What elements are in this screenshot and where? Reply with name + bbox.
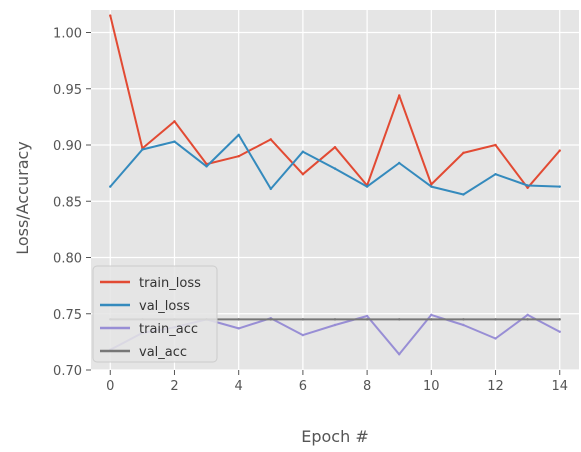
data-point-val-loss (173, 140, 176, 143)
legend-box (92, 265, 218, 363)
y-axis-label: Loss/Accuracy (13, 141, 32, 255)
x-axis-label: Epoch # (301, 427, 368, 446)
data-point-val-loss (430, 185, 433, 188)
data-point-train-acc (301, 333, 305, 337)
x-tick-label: 10 (423, 379, 440, 394)
y-tick-label: 0.90 (53, 139, 82, 154)
data-point-train-loss (526, 186, 529, 189)
data-point-train-loss (558, 149, 561, 152)
data-point-val-loss (365, 185, 369, 188)
data-point-train-acc (333, 323, 337, 327)
data-point-train-loss (269, 138, 272, 141)
data-point-val-acc (558, 318, 561, 321)
data-point-val-loss (333, 167, 337, 170)
data-point-train-loss (494, 143, 497, 147)
y-tick-label: 0.70 (53, 364, 82, 379)
data-point-val-acc (237, 318, 240, 321)
data-point-val-loss (109, 185, 112, 188)
data-point-train-loss (398, 94, 401, 97)
x-tick-label: 0 (106, 379, 114, 394)
data-point-val-acc (333, 318, 337, 321)
data-point-val-acc (462, 318, 465, 321)
data-point-train-loss (301, 173, 305, 176)
data-point-train-loss (333, 146, 337, 149)
data-point-val-loss (398, 161, 401, 165)
data-point-val-loss (269, 187, 272, 191)
data-point-val-acc (365, 318, 369, 321)
data-point-val-loss (237, 133, 240, 137)
grid-lines (91, 10, 579, 371)
data-point-val-acc (398, 318, 401, 321)
legend-label: train_acc (139, 322, 198, 337)
y-tick-label: 0.75 (53, 308, 82, 323)
data-point-val-acc (301, 318, 305, 321)
data-point-val-loss (301, 150, 305, 153)
legend: train_loss val_loss train_acc val_acc (92, 265, 218, 363)
data-point-train-loss (173, 120, 176, 123)
data-point-val-acc (494, 318, 497, 321)
data-point-val-loss (205, 165, 208, 168)
legend-label: train_loss (139, 276, 201, 291)
data-point-val-acc (269, 318, 272, 321)
x-tick-label: 12 (487, 379, 504, 394)
y-tick-label: 0.80 (53, 252, 82, 267)
x-tick-label: 8 (363, 379, 371, 394)
x-tick-label: 6 (299, 379, 307, 394)
data-point-train-loss (109, 14, 112, 17)
data-point-train-loss (462, 151, 465, 155)
data-point-val-loss (141, 148, 144, 151)
data-point-val-loss (526, 184, 529, 187)
data-point-train-acc (526, 313, 529, 317)
y-tick-label: 1.00 (53, 27, 82, 42)
data-point-train-acc (365, 314, 369, 318)
data-point-train-acc (462, 323, 465, 327)
data-point-train-acc (558, 330, 561, 333)
axis-ticks: 0 2 4 6 8 10 12 14 0.70 0.75 0.80 0.85 0.90 0.95 1.00 (53, 27, 568, 395)
data-point-train-acc (398, 353, 401, 356)
x-tick-label: 2 (170, 379, 178, 394)
y-tick-label: 0.95 (53, 83, 82, 98)
data-point-train-acc (494, 337, 497, 340)
data-point-val-loss (462, 193, 465, 196)
data-point-val-acc (526, 318, 529, 321)
x-tick-label: 14 (551, 379, 568, 394)
y-tick-label: 0.85 (53, 195, 82, 210)
data-point-val-acc (430, 318, 433, 321)
legend-label: val_loss (139, 299, 190, 314)
x-tick-label: 4 (235, 379, 243, 394)
data-point-train-acc (237, 327, 240, 330)
data-point-train-loss (237, 155, 240, 158)
data-point-val-loss (494, 173, 497, 176)
data-point-train-acc (430, 313, 433, 317)
legend-label: val_acc (139, 345, 187, 360)
data-point-val-loss (558, 185, 561, 188)
